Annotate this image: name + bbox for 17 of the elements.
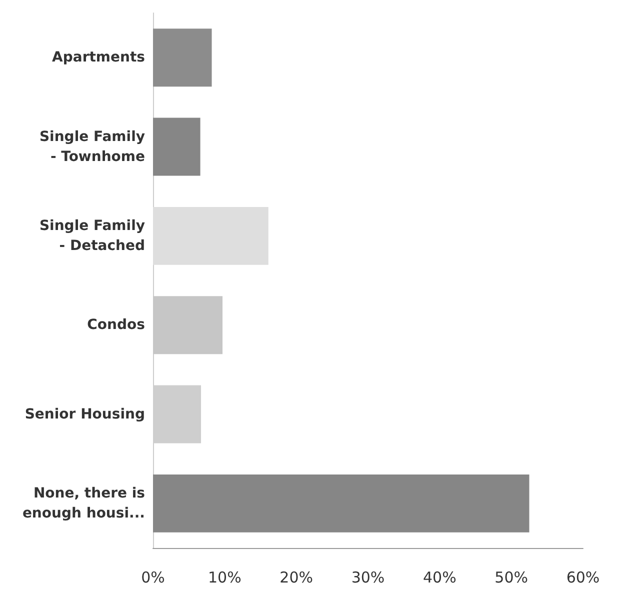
y-tick-label: Single Family - Detached [39, 218, 145, 254]
y-tick-label: Condos [87, 317, 145, 334]
x-tick-label: 20% [280, 568, 314, 586]
bar [153, 118, 200, 176]
x-tick-label: 50% [494, 568, 528, 586]
x-tick-label: 10% [208, 568, 242, 586]
bar [153, 474, 530, 532]
bar [153, 28, 212, 87]
y-tick-label: Senior Housing [24, 406, 145, 422]
x-tick-label: 0% [141, 568, 165, 586]
y-tick-label: None, there is enough housi... [22, 485, 145, 522]
x-tick-label: 60% [566, 568, 600, 586]
y-tick-label: Single Family - Townhome [39, 128, 145, 165]
y-tick-label: Apartments [52, 50, 145, 66]
x-tick-label: 30% [351, 568, 385, 586]
bar [153, 206, 268, 265]
x-tick-label: 40% [422, 568, 456, 586]
